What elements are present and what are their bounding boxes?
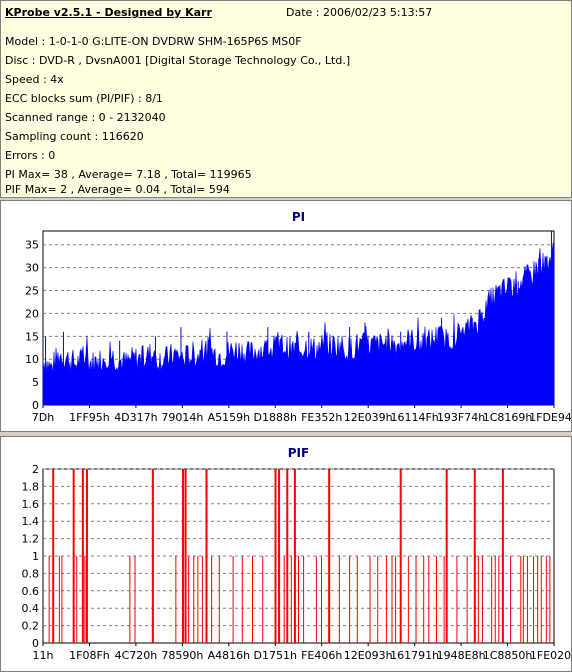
x-tick-label: 1FDE94h — [529, 411, 571, 424]
x-tick-label: 1C8169h — [483, 411, 533, 424]
x-tick-label: 16114Fh — [390, 411, 438, 424]
y-tick-label: 2 — [32, 463, 39, 476]
chart-title: PIF — [288, 446, 309, 460]
x-tick-label: D1751h — [254, 649, 297, 662]
y-tick-label: 1 — [32, 550, 39, 563]
x-tick-label: A5159h — [208, 411, 251, 424]
y-tick-label: 0.2 — [22, 620, 40, 633]
x-tick-label: 79014h — [161, 411, 203, 424]
x-tick-label: 4D317h — [114, 411, 157, 424]
y-tick-label: 1.8 — [22, 480, 40, 493]
x-tick-label: FE352h — [301, 411, 342, 424]
pi-series-area — [42, 242, 555, 406]
x-tick-label: 1948E8h — [437, 649, 486, 662]
y-tick-label: 0.6 — [22, 585, 40, 598]
y-tick-label: 10 — [25, 353, 39, 366]
x-tick-label: 1FF95h — [69, 411, 110, 424]
y-tick-label: 35 — [25, 239, 39, 252]
info-panel: KProbe v2.5.1 - Designed by Karr Date : … — [0, 0, 572, 198]
info-model: Model : 1-0-1-0 G:LITE-ON DVDRW SHM-165P… — [5, 35, 302, 48]
y-tick-label: 0 — [32, 637, 39, 650]
y-tick-label: 5 — [32, 376, 39, 389]
x-tick-label: 11h — [33, 649, 54, 662]
info-errors: Errors : 0 — [5, 149, 56, 162]
y-tick-label: 0.4 — [22, 602, 40, 615]
x-tick-label: 161791h — [390, 649, 439, 662]
x-tick-label: D1888h — [254, 411, 297, 424]
x-tick-label: 78590h — [161, 649, 203, 662]
info-sampling-count: Sampling count : 116620 — [5, 130, 144, 143]
x-tick-label: 12E093h — [344, 649, 393, 662]
x-tick-label: A4816h — [208, 649, 251, 662]
y-tick-label: 25 — [25, 285, 39, 298]
info-ecc-blocks: ECC blocks sum (PI/PIF) : 8/1 — [5, 92, 163, 105]
x-tick-label: 1C8850h — [483, 649, 533, 662]
pif-chart: PIF 0 0.2 0.4 0.6 0.8 1 1.2 1.4 1.6 1.8 2 11h 1F08Fh 4… — [22, 446, 572, 662]
y-tick-label: 1.2 — [22, 533, 40, 546]
y-tick-label: 30 — [25, 262, 39, 275]
pif-chart-panel: PIF 0 0.2 0.4 0.6 0.8 1 1.2 1.4 1.6 1.8 2 11h 1F08Fh 4… — [0, 436, 572, 672]
info-disc: Disc : DVD-R , DvsnA001 [Digital Storage… — [5, 54, 351, 67]
x-tick-label: 193F74h — [437, 411, 485, 424]
x-tick-label: 1F08Fh — [69, 649, 110, 662]
pi-chart-panel: PI 0 5 10 15 20 25 30 35 7Dh 1FF95h 4D317h 79014h A51… — [0, 200, 572, 432]
scan-date: Date : 2006/02/23 5:13:57 — [286, 6, 433, 19]
y-tick-label: 20 — [25, 307, 39, 320]
app-title: KProbe v2.5.1 - Designed by Karr — [5, 6, 212, 19]
y-tick-label: 1.4 — [22, 515, 40, 528]
info-speed: Speed : 4x — [5, 73, 64, 86]
x-tick-label: 7Dh — [32, 411, 54, 424]
x-tick-label: 12E039h — [344, 411, 393, 424]
pi-chart: PI 0 5 10 15 20 25 30 35 7Dh 1FF95h 4D317h 79014h A51… — [25, 210, 571, 424]
info-pi-stats: PI Max= 38 , Average= 7.18 , Total= 1199… — [5, 168, 252, 181]
x-tick-label: FE406h — [301, 649, 342, 662]
chart-title: PI — [292, 210, 305, 224]
x-tick-label: 4C720h — [115, 649, 158, 662]
info-scanned-range: Scanned range : 0 - 2132040 — [5, 111, 166, 124]
x-tick-label: 1FE020h — [530, 649, 571, 662]
info-pif-stats: PIF Max= 2 , Average= 0.04 , Total= 594 — [5, 183, 230, 196]
y-tick-label: 0 — [32, 399, 39, 412]
y-tick-label: 0.8 — [22, 567, 40, 580]
y-tick-label: 1.6 — [22, 498, 40, 511]
y-tick-label: 15 — [25, 330, 39, 343]
